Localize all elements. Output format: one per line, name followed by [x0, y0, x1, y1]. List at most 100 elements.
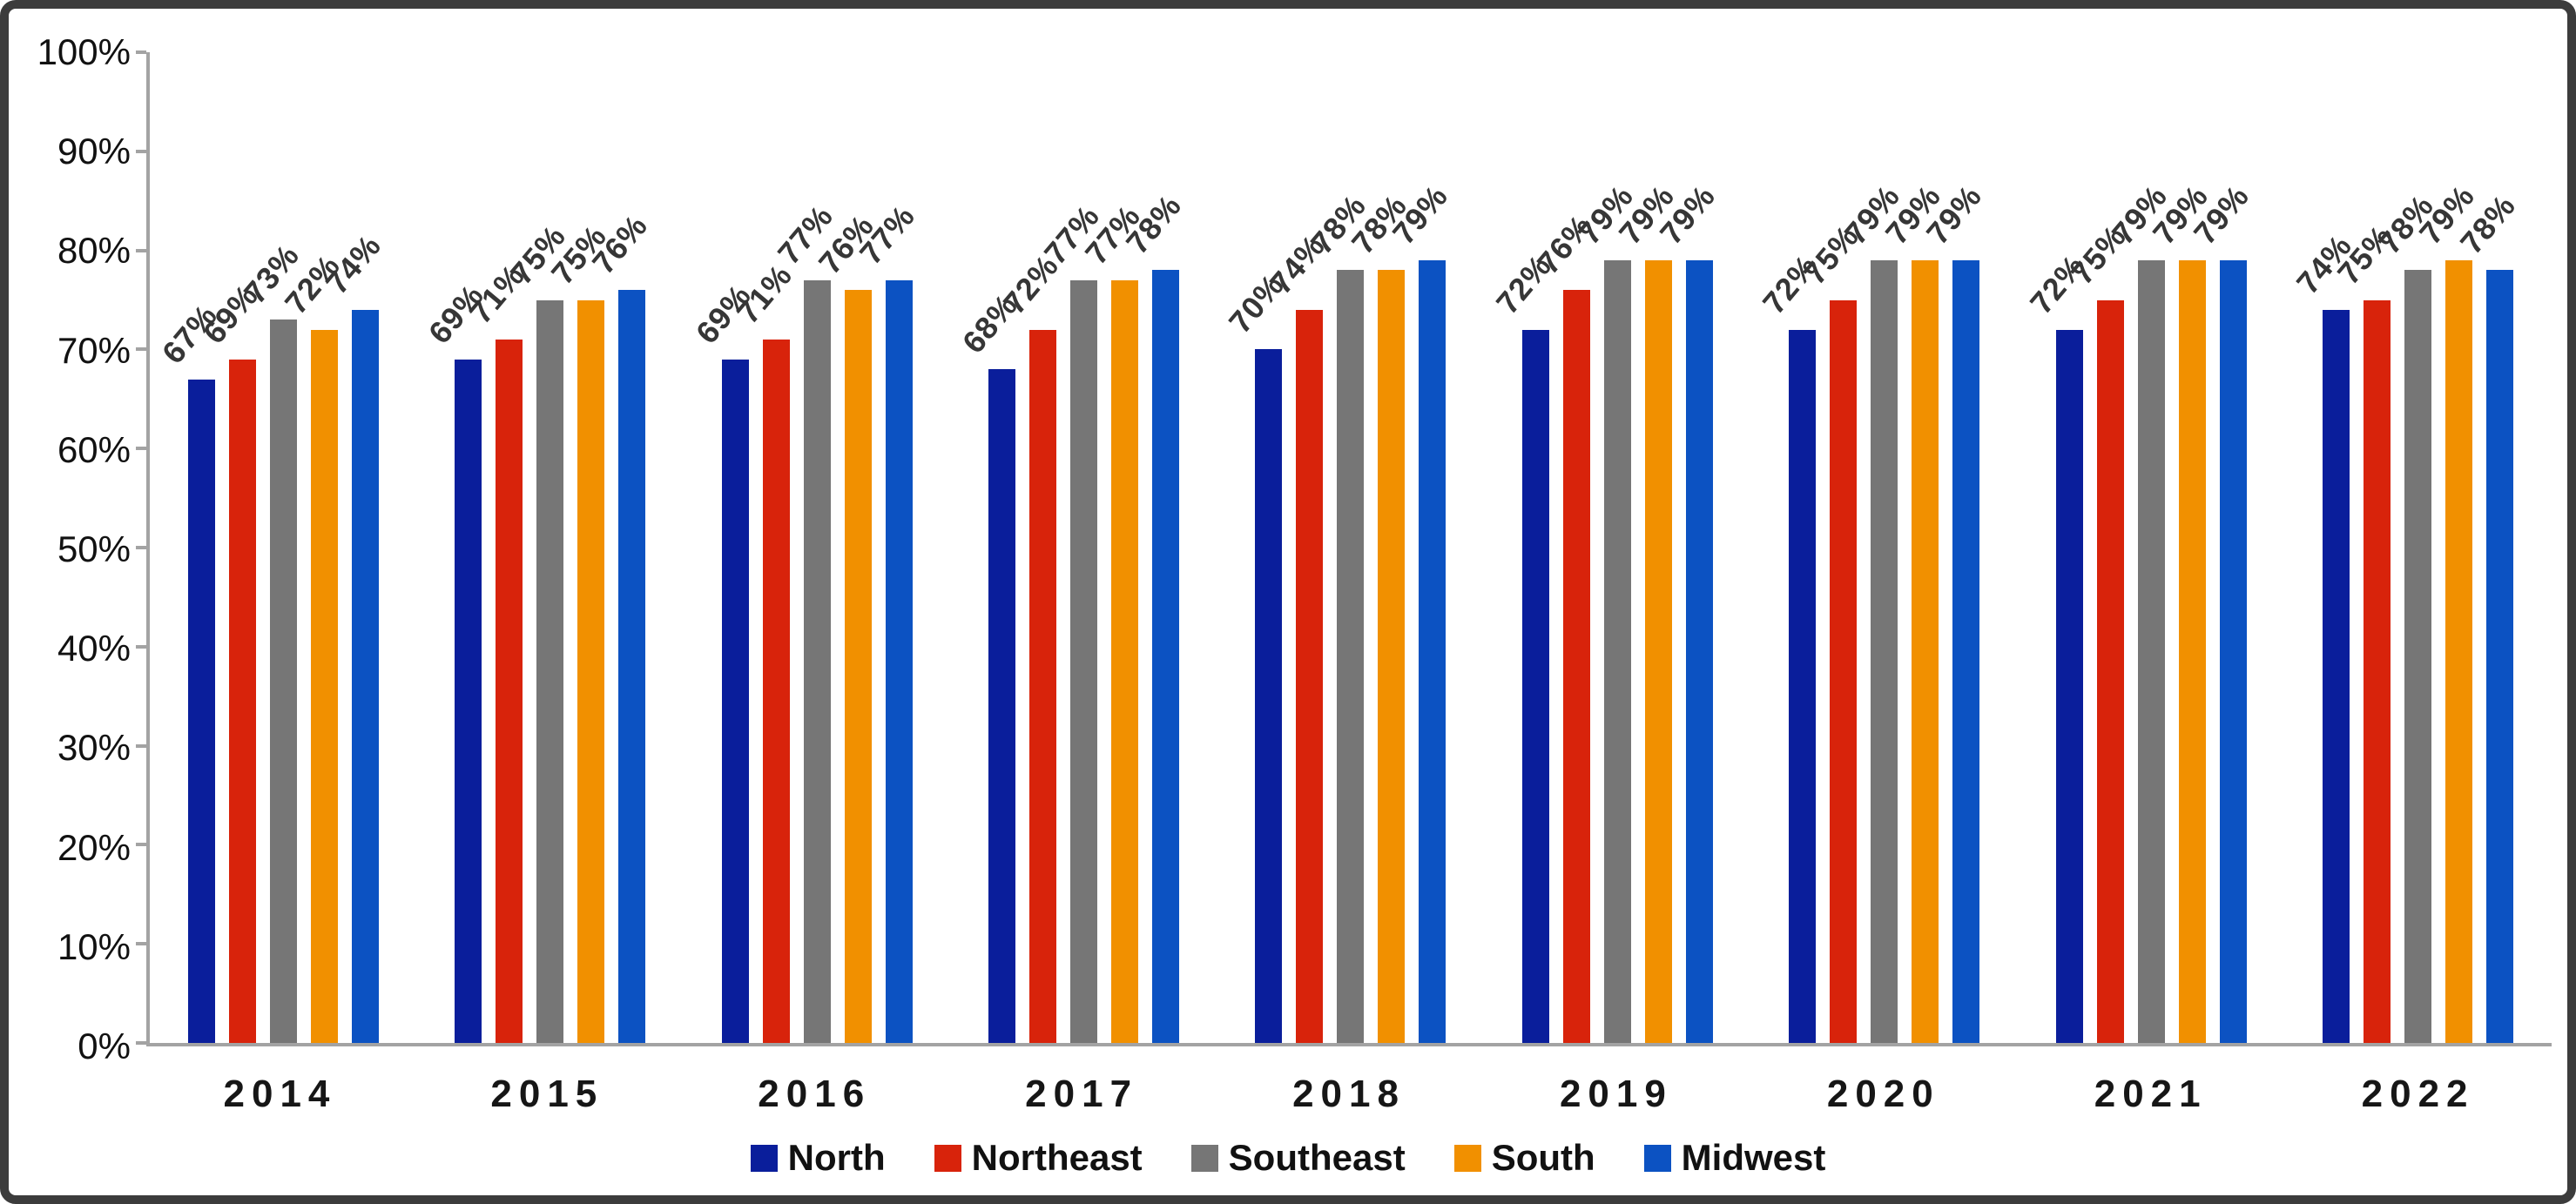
legend-swatch-midwest [1643, 1144, 1671, 1172]
y-tick-label: 20% [57, 826, 131, 868]
bar-northeast-2015: 71% [462, 258, 532, 1043]
bar-northeast-2022: 75% [2330, 218, 2400, 1043]
bar-midwest-2020: 79% [1919, 178, 1989, 1043]
legend-swatch-southeast [1190, 1144, 1218, 1172]
bar-value-label: 79% [1386, 178, 1455, 252]
y-tick-mark [136, 546, 146, 549]
y-tick-mark [136, 644, 146, 649]
legend-item-northeast: Northeast [934, 1137, 1143, 1179]
bar-south-2020: 79% [1878, 178, 1948, 1043]
x-tick-label-2019: 2019 [1559, 1073, 1673, 1115]
bar-south-2018: 78% [1345, 188, 1414, 1043]
y-tick-label: 70% [57, 329, 131, 371]
legend-swatch-south [1453, 1144, 1481, 1172]
bar-south-2016: 76% [811, 208, 880, 1043]
bar-southeast-2017: 77% [1037, 198, 1107, 1043]
bar-northeast-2019: 76% [1530, 208, 1599, 1043]
bar-group-2019: 72% 76% 79% 79% 79% [1484, 52, 1750, 1043]
bar-southeast-2014: 73% [237, 238, 306, 1043]
bar-group-2015: 69% 71% 75% 75% 76% [416, 52, 683, 1043]
y-tick-mark [136, 248, 146, 252]
y-tick-mark [136, 347, 146, 352]
bar-south-2019: 79% [1612, 178, 1681, 1043]
legend-label: North [787, 1137, 886, 1178]
legend-label: Northeast [971, 1137, 1143, 1178]
bar-north-2022: 74% [2289, 227, 2359, 1043]
x-tick-label-2020: 2020 [1826, 1073, 1940, 1115]
bar-north-2021: 72% [2023, 247, 2092, 1043]
x-tick-label-2018: 2018 [1292, 1073, 1406, 1115]
legend-swatch-northeast [934, 1144, 961, 1172]
bar-northeast-2016: 71% [729, 258, 799, 1043]
bar-midwest-2022: 78% [2453, 188, 2523, 1043]
x-tick-label-2014: 2014 [223, 1073, 337, 1115]
x-tick-label-2017: 2017 [1025, 1073, 1139, 1115]
y-tick-label: 30% [57, 727, 131, 769]
y-tick-label: 60% [57, 428, 131, 470]
bar-group-2022: 74% 75% 78% 79% 78% [2285, 52, 2552, 1043]
bar-southeast-2015: 75% [503, 218, 573, 1043]
bar-south-2021: 79% [2146, 178, 2215, 1043]
bar-group-2016: 69% 71% 77% 76% 77% [684, 52, 950, 1043]
bar-northeast-2017: 72% [996, 247, 1066, 1043]
bar-group-2021: 72% 75% 79% 79% 79% [2018, 52, 2284, 1043]
y-tick-label: 100% [37, 31, 131, 72]
y-tick-label: 0% [78, 1026, 131, 1066]
bar-northeast-2020: 75% [1797, 218, 1866, 1043]
bar-value-label: 77% [852, 198, 922, 272]
legend-item-south: South [1453, 1137, 1595, 1179]
y-tick-label: 10% [57, 925, 131, 967]
legend: North Northeast Southeast South Midwest [9, 1137, 2567, 1179]
bar-southeast-2018: 78% [1304, 188, 1373, 1043]
bar-value-label: 78% [1118, 187, 1189, 261]
legend-item-southeast: Southeast [1190, 1137, 1406, 1179]
bar-south-2015: 75% [544, 218, 614, 1043]
bar-north-2015: 69% [421, 277, 491, 1043]
y-tick-label: 80% [57, 230, 131, 272]
bar-north-2016: 69% [688, 277, 758, 1043]
y-tick-mark [136, 447, 146, 451]
bar-midwest-2018: 79% [1386, 178, 1455, 1043]
bar-midwest-2021: 79% [2187, 178, 2256, 1043]
y-tick-label: 50% [57, 528, 131, 569]
legend-swatch-north [750, 1144, 778, 1172]
legend-item-north: North [750, 1137, 886, 1179]
bar-midwest-2015: 76% [585, 208, 655, 1043]
y-tick-mark [136, 843, 146, 847]
x-tick-label-2016: 2016 [758, 1073, 872, 1115]
y-tick-mark [136, 743, 146, 748]
x-tick-label-2015: 2015 [490, 1073, 604, 1115]
y-tick-mark [136, 149, 146, 153]
bar-northeast-2014: 69% [196, 277, 265, 1043]
bar-northeast-2018: 74% [1263, 227, 1332, 1043]
bar-group-2018: 70% 74% 78% 78% 79% [1217, 52, 1484, 1043]
bar-value-label: 76% [584, 207, 655, 281]
bar-north-2018: 70% [1222, 267, 1291, 1043]
bar-midwest-2014: 74% [319, 227, 388, 1043]
x-tick-label-2022: 2022 [2361, 1073, 2475, 1115]
bar-north-2019: 72% [1489, 247, 1558, 1043]
y-tick-label: 90% [57, 131, 131, 172]
bar-southeast-2020: 79% [1838, 178, 1907, 1043]
y-tick-mark [136, 50, 146, 54]
bar-southeast-2016: 77% [770, 198, 840, 1043]
bar-southeast-2022: 78% [2371, 188, 2441, 1043]
bar-group-2020: 72% 75% 79% 79% 79% [1751, 52, 2018, 1043]
bar-southeast-2019: 79% [1571, 178, 1640, 1043]
bar-south-2014: 72% [278, 247, 347, 1043]
bar-south-2017: 77% [1078, 198, 1148, 1043]
y-axis: 0% 10% 20% 30% 40% 50% 60% 70% 80% 90% 100% [9, 31, 131, 1066]
legend-label: South [1491, 1137, 1595, 1178]
bar-north-2020: 72% [1756, 247, 1825, 1043]
bar-midwest-2017: 78% [1119, 188, 1189, 1043]
y-tick-mark [136, 1041, 146, 1045]
y-tick-mark [136, 942, 146, 946]
bar-group-2014: 67% 69% 73% 72% 74% [150, 52, 416, 1043]
bar-north-2017: 68% [955, 287, 1025, 1043]
legend-label: Midwest [1681, 1137, 1826, 1178]
bar-midwest-2016: 77% [852, 198, 921, 1043]
bar-southeast-2021: 79% [2105, 178, 2174, 1043]
legend-label: Southeast [1228, 1137, 1406, 1178]
legend-item-midwest: Midwest [1643, 1137, 1826, 1179]
